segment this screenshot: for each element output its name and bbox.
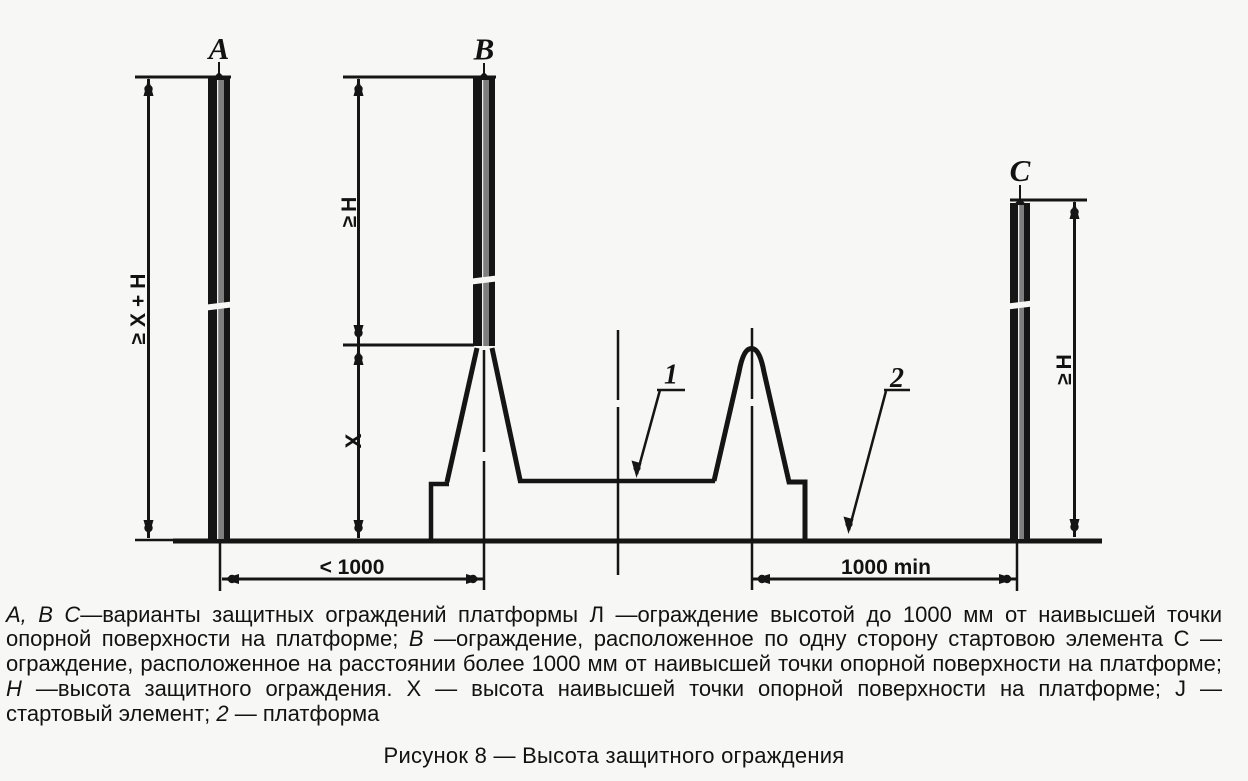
svg-text:1000 min: 1000 min — [841, 556, 931, 579]
svg-text:1: 1 — [664, 360, 678, 391]
svg-text:≥H: ≥H — [1053, 350, 1076, 385]
svg-text:X: X — [341, 433, 366, 448]
svg-text:≥H: ≥H — [338, 193, 361, 228]
svg-text:≥X+H: ≥X+H — [127, 268, 150, 345]
svg-text:< 1000: < 1000 — [320, 556, 385, 579]
svg-text:C: C — [1010, 153, 1031, 188]
svg-text:A: A — [207, 31, 230, 66]
svg-text:B: B — [473, 32, 495, 67]
svg-text:2: 2 — [889, 363, 904, 394]
